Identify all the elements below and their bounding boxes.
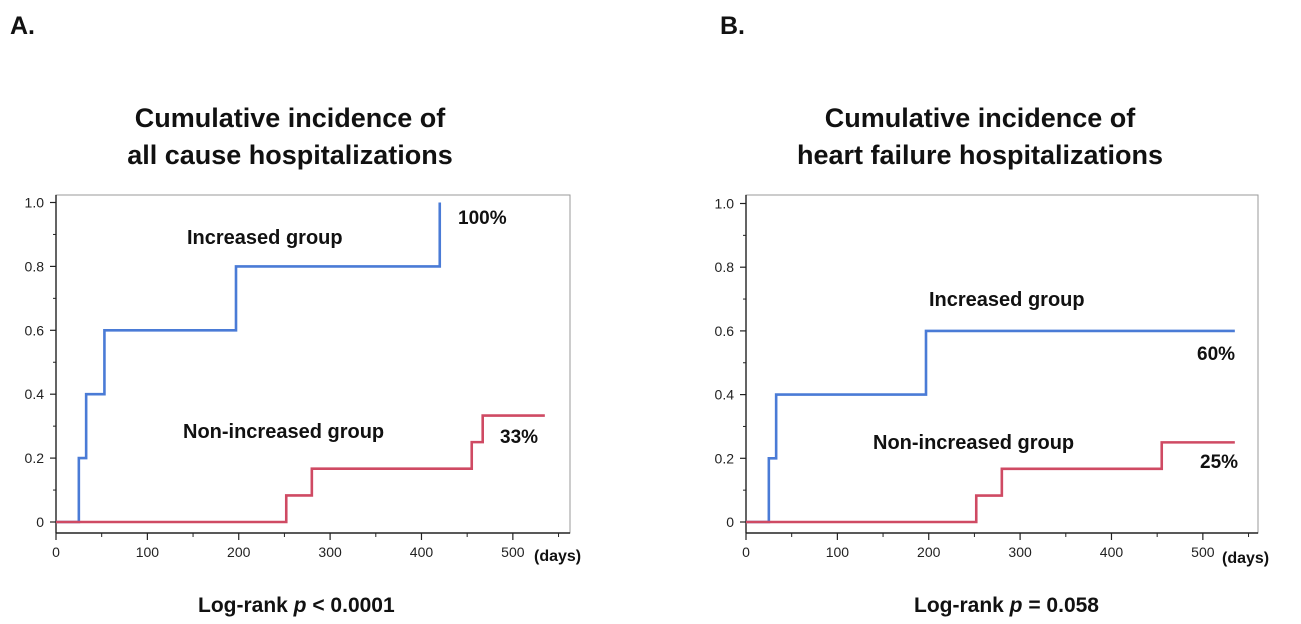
x-tick-label: 300 [318, 544, 342, 560]
chart-title-line-2: heart failure hospitalizations [796, 140, 1164, 170]
x-tick-label: 0 [52, 544, 60, 560]
x-unit-label: (days) [534, 548, 581, 565]
chart-title-line-1: Cumulative incidence of [134, 103, 446, 133]
x-tick-label: 200 [227, 544, 251, 560]
log-rank-footer: Log-rank p < 0.0001 [198, 594, 395, 618]
series-name-label: Increased group [187, 227, 343, 249]
panel-label: A. [10, 12, 35, 40]
footer-p: p [1009, 594, 1023, 617]
series-line-non-increased [746, 441, 1235, 524]
series-name-label: Non-increased group [873, 432, 1074, 454]
y-tick-label: 0.8 [715, 259, 735, 275]
y-tick-label: 0.6 [25, 322, 45, 338]
panel-label: B. [720, 12, 745, 40]
series-name-label: Increased group [929, 289, 1085, 311]
chart-title-line-2: all cause hospitalizations [127, 140, 453, 170]
series-line-non-increased [56, 414, 545, 524]
footer-prefix: Log-rank [914, 594, 1010, 617]
y-tick-label: 0.6 [715, 323, 735, 339]
y-tick-label: 0 [726, 514, 734, 530]
chart-title: Cumulative incidence of all cause hospit… [60, 100, 520, 174]
x-tick-label: 100 [826, 544, 850, 560]
chart-title: Cumulative incidence of heart failure ho… [750, 100, 1210, 174]
log-rank-footer: Log-rank p = 0.058 [914, 594, 1099, 618]
footer-value: < 0.0001 [306, 594, 395, 617]
y-tick-label: 0.2 [715, 450, 735, 466]
y-tick-label: 0.4 [715, 387, 735, 403]
x-tick-label: 0 [742, 544, 750, 560]
x-tick-label: 500 [1191, 544, 1215, 560]
x-tick-label: 400 [410, 544, 434, 560]
series-line-increased [746, 329, 1235, 524]
x-tick-label: 400 [1100, 544, 1124, 560]
chart-svg: 0 0.2 0.4 0.6 0.8 1.0 0 100 200 300 400 500 (days) In… [715, 194, 1269, 567]
series-end-value-label: 33% [500, 427, 538, 448]
y-tick-label: 0.4 [25, 386, 45, 402]
y-tick-label: 1.0 [715, 196, 735, 212]
y-tick-label: 0.2 [25, 450, 45, 466]
x-tick-label: 500 [501, 544, 525, 560]
chart-title-line-1: Cumulative incidence of [824, 103, 1136, 133]
x-tick-label: 100 [136, 544, 160, 560]
footer-prefix: Log-rank [198, 594, 294, 617]
chart-panel-b: B. Cumulative incidence of heart failure… [690, 0, 1301, 624]
chart-panel-a: A. Cumulative incidence of all cause hos… [0, 0, 650, 624]
x-unit-label: (days) [1222, 550, 1269, 567]
x-tick-label: 300 [1008, 544, 1032, 560]
series-line-increased [56, 202, 442, 524]
series-end-value-label: 100% [458, 208, 507, 229]
y-tick-label: 0 [36, 514, 44, 530]
chart-svg: 0 0.2 0.4 0.6 0.8 1.0 0 100 200 300 400 500 (days) In… [25, 194, 581, 565]
x-tick-label: 200 [917, 544, 941, 560]
footer-value: = 0.058 [1022, 594, 1099, 617]
series-end-value-label: 25% [1200, 452, 1238, 473]
footer-p: p [293, 594, 307, 617]
y-tick-label: 1.0 [25, 195, 45, 211]
series-name-label: Non-increased group [183, 421, 384, 443]
y-tick-label: 0.8 [25, 258, 45, 274]
series-end-value-label: 60% [1197, 344, 1235, 365]
